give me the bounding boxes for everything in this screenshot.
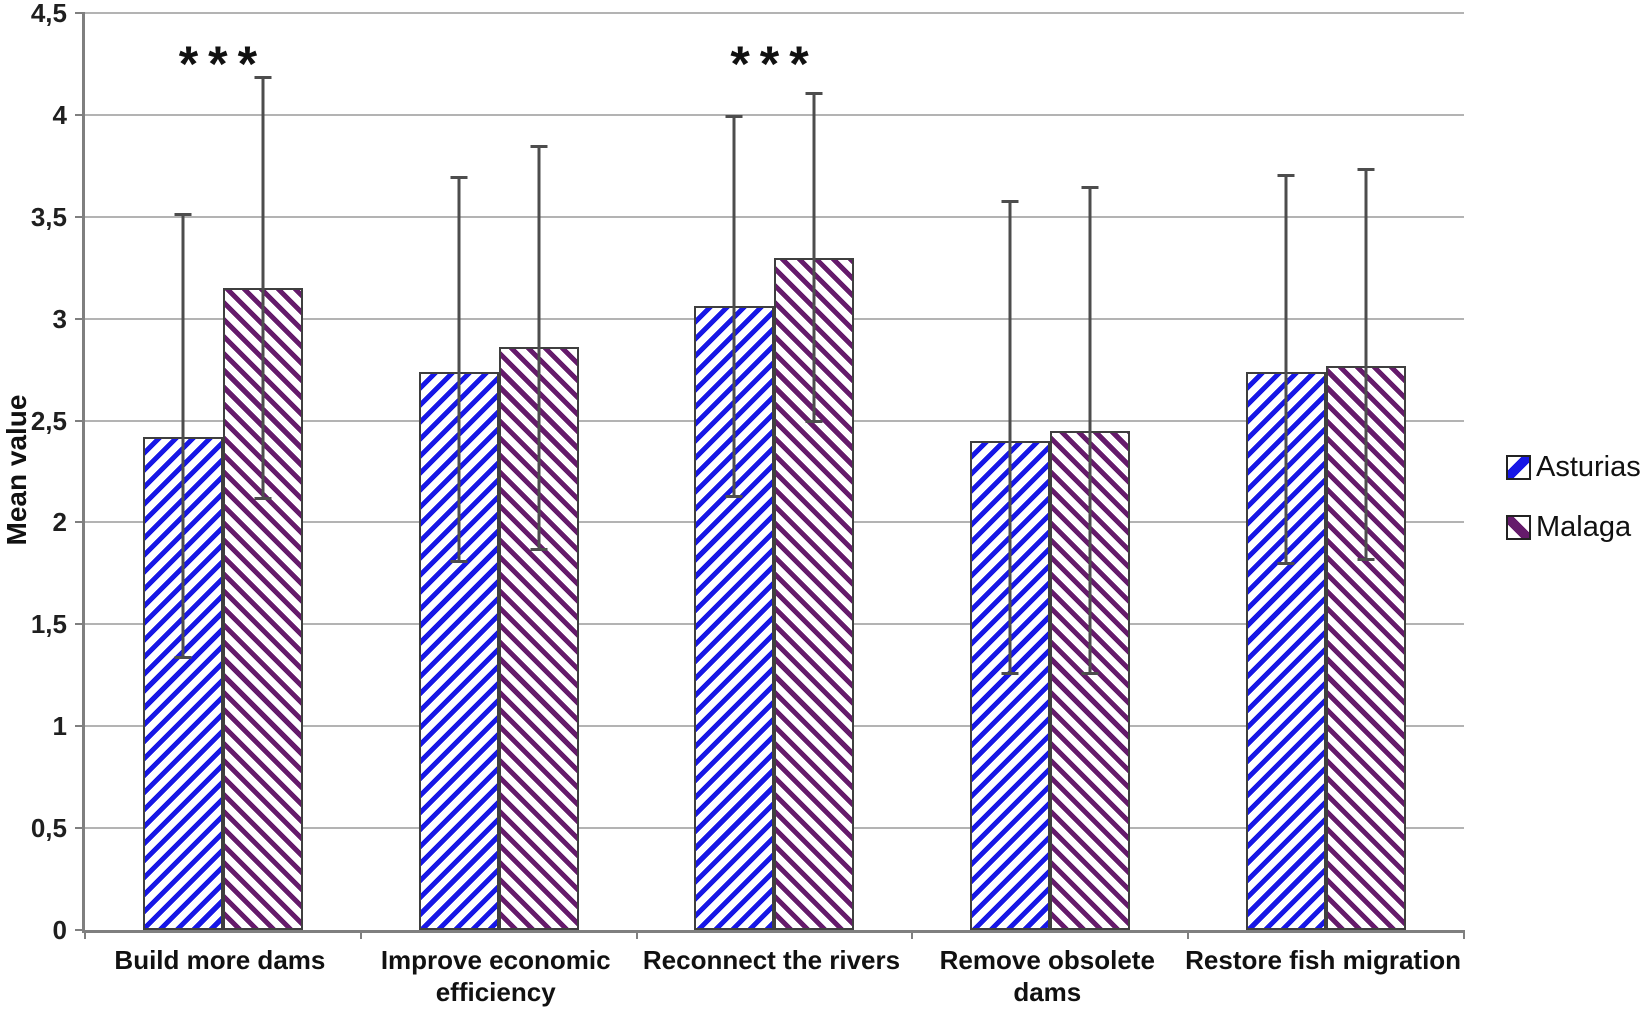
x-category-label: Reconnect the rivers (642, 945, 901, 975)
error-bar (261, 76, 265, 501)
error-bar (1008, 200, 1012, 676)
error-bar-cap-bottom (174, 655, 192, 659)
y-tick-mark (75, 419, 85, 422)
x-category-label: Build more dams (114, 945, 326, 975)
error-bar (732, 114, 736, 498)
gridline (85, 215, 1464, 218)
legend-swatch-malaga (1506, 514, 1531, 540)
bar-slot-malaga (1326, 13, 1407, 930)
y-tick-mark (75, 929, 85, 931)
x-category-label: Remove obsolete dams (939, 945, 1155, 1007)
y-tick-mark (75, 317, 85, 320)
error-bar-cap-bottom (805, 419, 823, 423)
bar-slot-malaga (774, 13, 855, 930)
y-tick-mark (75, 215, 85, 218)
gridline (85, 113, 1464, 116)
legend-swatch-asturias (1506, 454, 1531, 480)
error-bar-cap-top (254, 76, 272, 80)
error-bar-cap-bottom (1001, 672, 1019, 676)
y-tick-label: 1 (52, 711, 67, 742)
error-bar (181, 212, 185, 659)
x-tick-mark (359, 930, 362, 939)
legend-item-malaga: Malaga (1506, 510, 1641, 544)
y-tick-mark (75, 521, 85, 524)
error-bar-cap-bottom (1081, 672, 1099, 676)
y-tick-label: 2,5 (30, 405, 67, 436)
x-category-label: Restore fish migration (1185, 945, 1462, 975)
y-tick-label: 0 (52, 915, 67, 945)
y-tick-mark (75, 113, 85, 116)
error-bar-cap-top (450, 176, 468, 180)
error-bar-cap-bottom (1357, 558, 1375, 562)
error-bar-cap-top (1081, 186, 1099, 190)
error-bar-cap-bottom (450, 560, 468, 564)
x-axis-labels: Build more dams Improve economic efficien… (82, 944, 1461, 1024)
bar-group (637, 13, 913, 930)
error-bar-cap-top (805, 92, 823, 96)
bar-slot-asturias (970, 13, 1051, 930)
error-bar-cap-bottom (1277, 562, 1295, 566)
y-tick-label: 3,5 (30, 201, 67, 232)
error-bar-cap-bottom (254, 497, 272, 501)
y-tick-mark (75, 827, 85, 830)
gridline (85, 12, 1464, 14)
y-tick-label: 4 (52, 99, 67, 130)
error-bar-cap-top (174, 212, 192, 216)
error-bar-cap-bottom (530, 547, 548, 551)
y-tick-mark (75, 12, 85, 14)
error-bar-cap-top (1277, 174, 1295, 177)
bar-group (361, 13, 637, 930)
y-tick-label: 2 (52, 507, 67, 538)
bar-slot-asturias (694, 13, 775, 930)
error-bar-cap-bottom (725, 495, 743, 498)
y-tick-label: 4,5 (30, 0, 67, 28)
legend-label: Malaga (1536, 510, 1632, 543)
x-category-label: Improve economic efficiency (380, 945, 611, 1007)
bar-group (85, 13, 361, 930)
y-tick-mark (75, 623, 85, 626)
y-tick-label: 1,5 (30, 609, 67, 640)
bar-group (912, 13, 1188, 930)
significance-annotation: *** (178, 36, 268, 92)
error-bar (812, 92, 816, 423)
bar-group (1188, 13, 1464, 930)
error-bar (457, 176, 461, 564)
x-tick-mark (635, 930, 638, 939)
error-bar-cap-top (1001, 200, 1019, 204)
error-bar-cap-top (530, 145, 548, 149)
x-tick-mark (1463, 930, 1465, 939)
x-tick-mark (911, 930, 914, 939)
y-tick-label: 3 (52, 303, 67, 334)
x-tick-mark (84, 930, 86, 939)
bar-malaga (1326, 365, 1407, 930)
error-bar (537, 145, 541, 551)
x-tick-mark (1187, 930, 1190, 939)
bar-slot-asturias (1246, 13, 1327, 930)
bar-slot-asturias (418, 13, 499, 930)
legend-item-asturias: Asturias (1506, 450, 1641, 484)
bar-slot-asturias (142, 13, 223, 930)
error-bar (1284, 174, 1288, 566)
bar-asturias (694, 306, 775, 930)
error-bar (1364, 167, 1368, 562)
legend: Asturias Malaga (1506, 450, 1641, 570)
bar-slot-malaga (498, 13, 579, 930)
significance-annotation: *** (730, 36, 819, 92)
error-bar (1088, 186, 1092, 676)
error-bar-cap-top (1357, 167, 1375, 171)
y-tick-mark (75, 725, 85, 728)
legend-label: Asturias (1536, 450, 1641, 483)
bar-slot-malaga (222, 13, 303, 930)
y-tick-label: 0,5 (30, 813, 67, 844)
error-bar-cap-top (725, 114, 743, 118)
bar-slot-malaga (1050, 13, 1131, 930)
plot-area: 0 0,5 1 1,5 2 2,5 3 3,5 4 4,5 *** *** (31, 0, 1465, 945)
